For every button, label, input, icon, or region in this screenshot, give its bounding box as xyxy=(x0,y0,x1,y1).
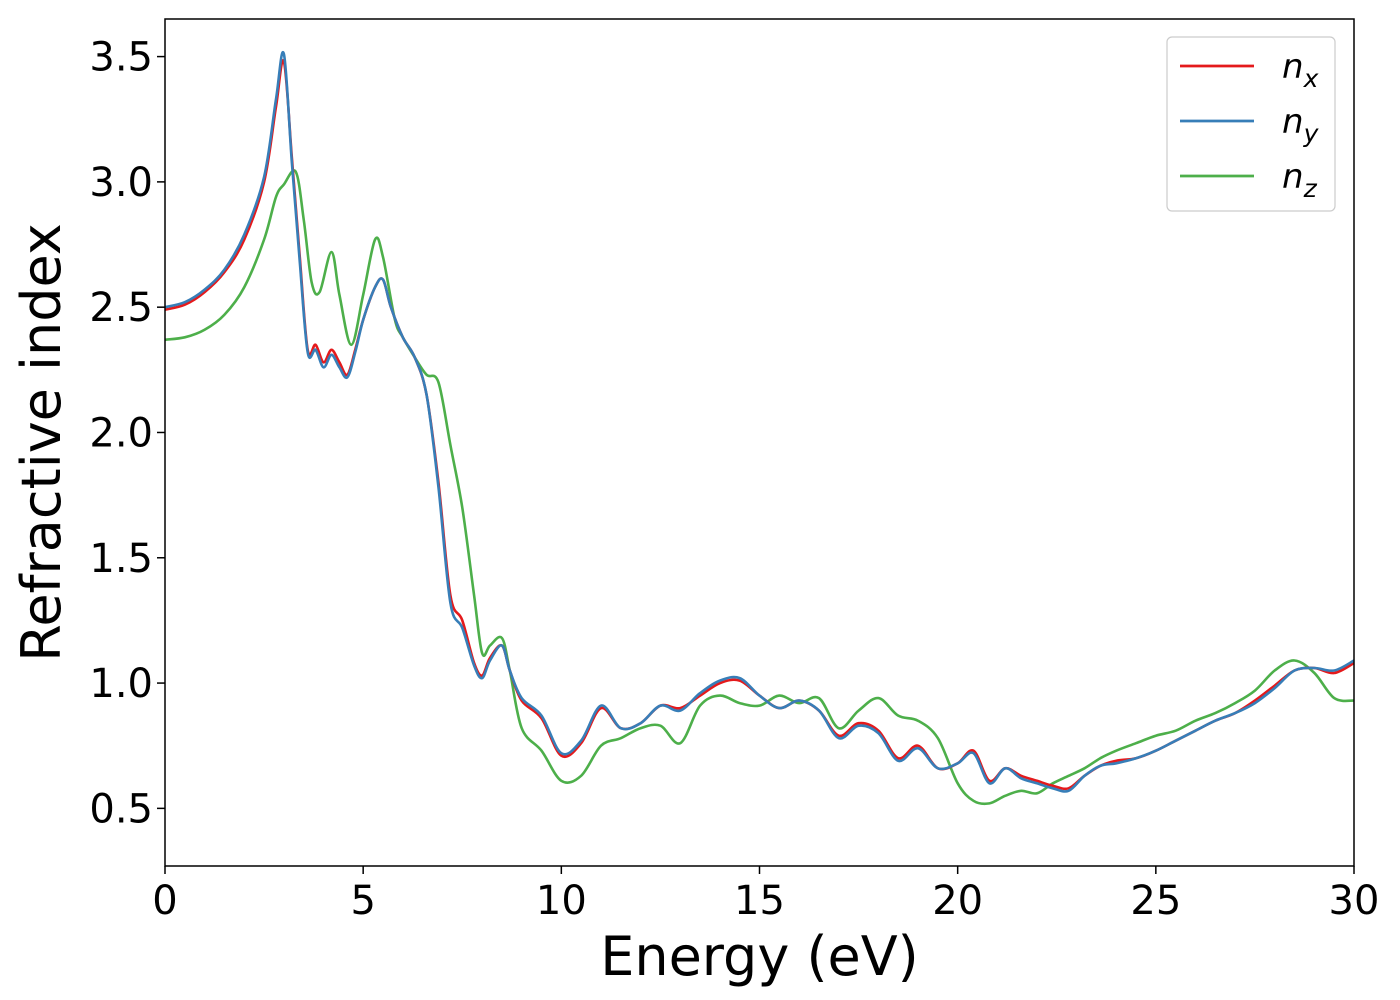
y-tick-label: 2.0 xyxy=(89,410,153,456)
legend-label-subscript: z xyxy=(1303,174,1318,203)
legend-label-subscript: y xyxy=(1303,119,1320,148)
legend-label-base: n xyxy=(1282,47,1304,87)
y-tick-label: 2.5 xyxy=(89,285,153,331)
x-tick-label: 30 xyxy=(1329,878,1380,924)
y-axis: 0.5 1.0 1.5 2.0 2.5 3.0 3.5 xyxy=(89,35,165,832)
series-line-nz xyxy=(165,169,1354,806)
x-tick-label: 5 xyxy=(350,878,375,924)
y-tick-label: 1.0 xyxy=(89,661,153,707)
y-tick-label: 3.5 xyxy=(89,35,153,81)
x-tick-label: 25 xyxy=(1130,878,1181,924)
x-tick-label: 10 xyxy=(536,878,587,924)
x-tick-label: 20 xyxy=(932,878,983,924)
legend-label-base: n xyxy=(1282,102,1304,142)
legend-label-ny: ny xyxy=(1282,102,1320,148)
y-tick-label: 1.5 xyxy=(89,536,153,582)
x-tick-label: 15 xyxy=(734,878,785,924)
legend-label-subscript: x xyxy=(1303,64,1319,93)
legend-label-nz: nz xyxy=(1282,157,1318,203)
legend-label-nx: nx xyxy=(1282,47,1319,93)
y-tick-label: 3.0 xyxy=(89,160,153,206)
series-line-ny xyxy=(165,50,1354,793)
legend-box xyxy=(1166,36,1336,212)
x-axis: 0 5 10 15 20 25 30 xyxy=(152,866,1379,924)
x-tick-label: 0 xyxy=(152,878,177,924)
series-layer xyxy=(165,50,1354,806)
legend-label-base: n xyxy=(1282,157,1304,197)
y-axis-title: Refractive index xyxy=(10,223,73,662)
y-tick-label: 0.5 xyxy=(89,786,153,832)
x-axis-title: Energy (eV) xyxy=(600,925,919,988)
